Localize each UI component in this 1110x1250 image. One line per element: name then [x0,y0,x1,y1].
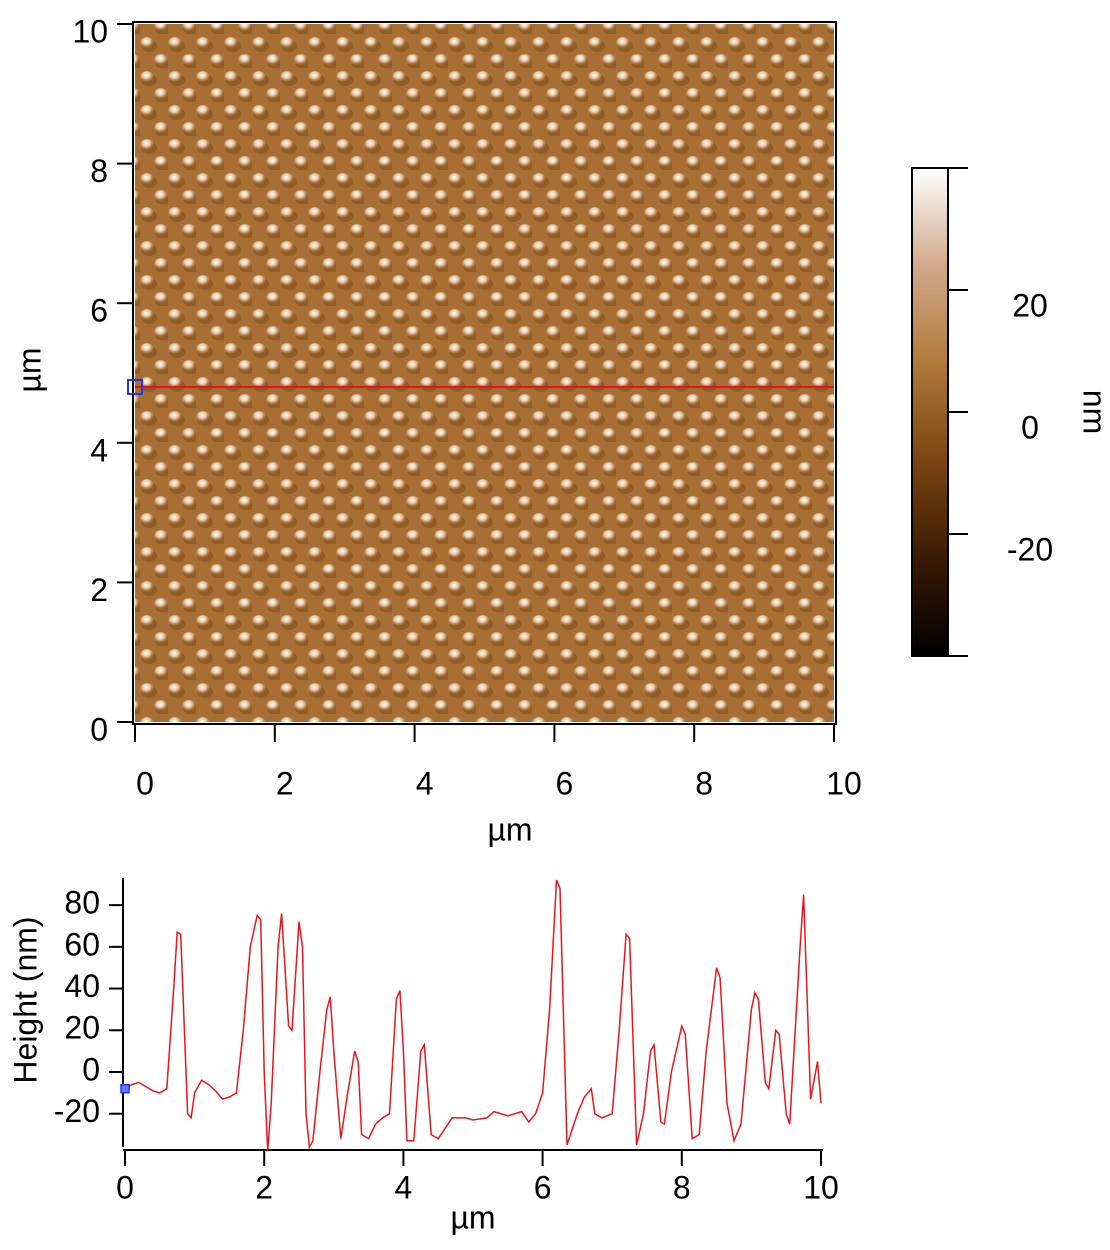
y-tick-label: 8 [90,153,108,189]
y-tick-label: 20 [64,1010,100,1046]
cursor-handle [127,378,143,395]
x-axis-label: µm [487,811,532,847]
x-tick-label: 2 [255,1169,273,1205]
y-tick-label: 2 [90,572,108,608]
x-tick-label: 10 [826,765,862,801]
y-tick-label: 40 [64,968,100,1004]
x-tick-label: 4 [416,765,434,801]
y-tick-label: 6 [90,293,108,329]
y-axis-label: µm [11,347,47,392]
colorbar-tick-label: -20 [1007,531,1053,567]
y-axis-label: Height (nm) [7,916,43,1083]
x-tick-label: 8 [695,765,713,801]
afm-image [135,24,834,722]
colorbar [911,167,949,657]
x-tick-label: 0 [116,1169,134,1205]
y-tick-label: 4 [90,432,108,468]
image-frame [132,21,837,725]
x-tick-label: 10 [803,1169,839,1205]
x-tick-label: 6 [556,765,574,801]
y-tick-label: 80 [64,885,100,921]
y-tick-label: 10 [72,13,108,49]
profile-line [124,879,822,1152]
x-axis-label: µm [450,1199,495,1235]
colorbar-tick-label: 0 [1021,409,1039,445]
x-tick-label: 4 [395,1169,413,1205]
y-tick-label: -20 [54,1093,100,1129]
x-tick-label: 2 [276,765,294,801]
y-tick-label: 0 [90,711,108,747]
y-tick-label: 0 [82,1051,100,1087]
x-tick-label: 6 [534,1169,552,1205]
cursor-handle [120,1083,130,1094]
colorbar-label: nm [1077,390,1110,434]
y-tick-label: 60 [64,926,100,962]
colorbar-tick-label: 20 [1012,287,1048,323]
x-tick-label: 0 [136,765,154,801]
x-tick-label: 8 [673,1169,691,1205]
